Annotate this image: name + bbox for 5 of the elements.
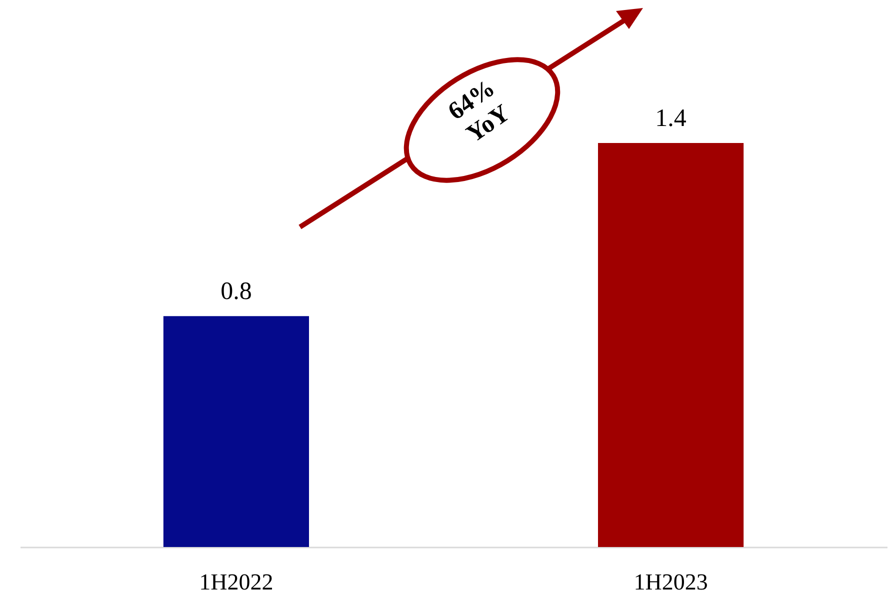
x-tick-label: 1H2023: [634, 570, 708, 594]
data-label: 0.8: [220, 278, 252, 306]
data-label: 1.4: [655, 105, 687, 132]
x-tick-label: 1H2022: [199, 570, 274, 594]
annotation: 64% YoY: [442, 74, 516, 150]
